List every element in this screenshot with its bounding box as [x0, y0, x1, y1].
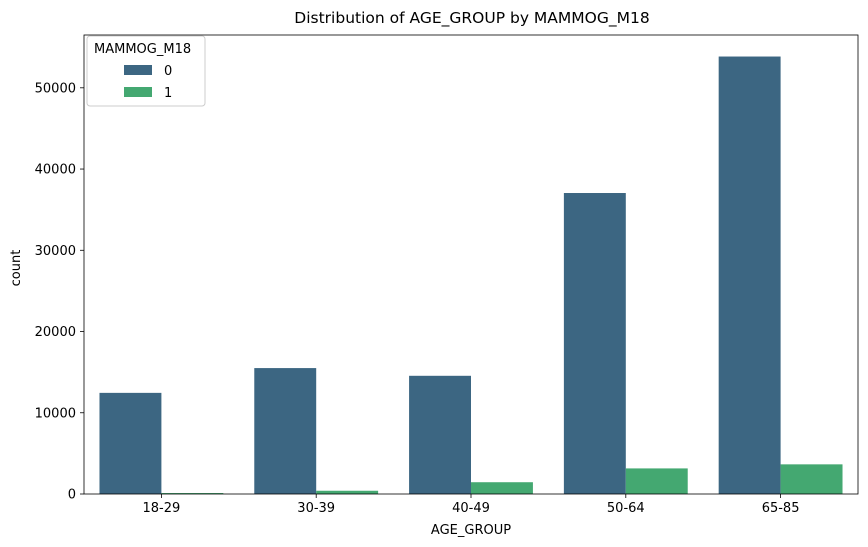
legend-swatch-1	[124, 87, 152, 97]
x-tick-label: 18-29	[143, 501, 181, 516]
y-axis-label: count	[9, 250, 24, 287]
legend-label-0: 0	[164, 64, 172, 79]
legend-label-1: 1	[164, 86, 172, 101]
bar-series-0-30-39	[254, 368, 317, 494]
bar-series-1-18-29	[161, 493, 224, 494]
bar-series-0-50-64	[563, 193, 626, 494]
bar-series-1-30-39	[316, 490, 379, 494]
bar-series-0-18-29	[99, 392, 162, 494]
y-tick-label: 10000	[35, 406, 76, 421]
x-tick-label: 30-39	[297, 501, 335, 516]
x-tick-label: 50-64	[607, 501, 645, 516]
y-tick-label: 20000	[35, 325, 76, 340]
x-tick-label: 40-49	[452, 501, 490, 516]
bar-series-0-40-49	[409, 375, 471, 494]
y-tick-label: 50000	[35, 81, 76, 96]
x-tick-label: 65-85	[762, 501, 800, 516]
plot-area: 0 10000 20000 30000 40000 50000 18-29 30-39 40-4…	[35, 34, 859, 516]
bar-series-1-40-49	[471, 482, 533, 494]
y-tick-label: 0	[68, 488, 76, 503]
bar-series-1-50-64	[625, 468, 688, 494]
legend-swatch-0	[124, 65, 152, 75]
legend-title: MAMMOG_M18	[94, 42, 191, 57]
y-tick-label: 30000	[35, 244, 76, 259]
y-tick-label: 40000	[35, 163, 76, 178]
legend: MAMMOG_M18 0 1	[86, 35, 206, 107]
bar-series-0-65-85	[718, 56, 781, 494]
x-axis-label: AGE_GROUP	[431, 523, 511, 538]
chart-title: Distribution of AGE_GROUP by MAMMOG_M18	[294, 9, 649, 28]
bar-series-1-65-85	[780, 464, 843, 494]
